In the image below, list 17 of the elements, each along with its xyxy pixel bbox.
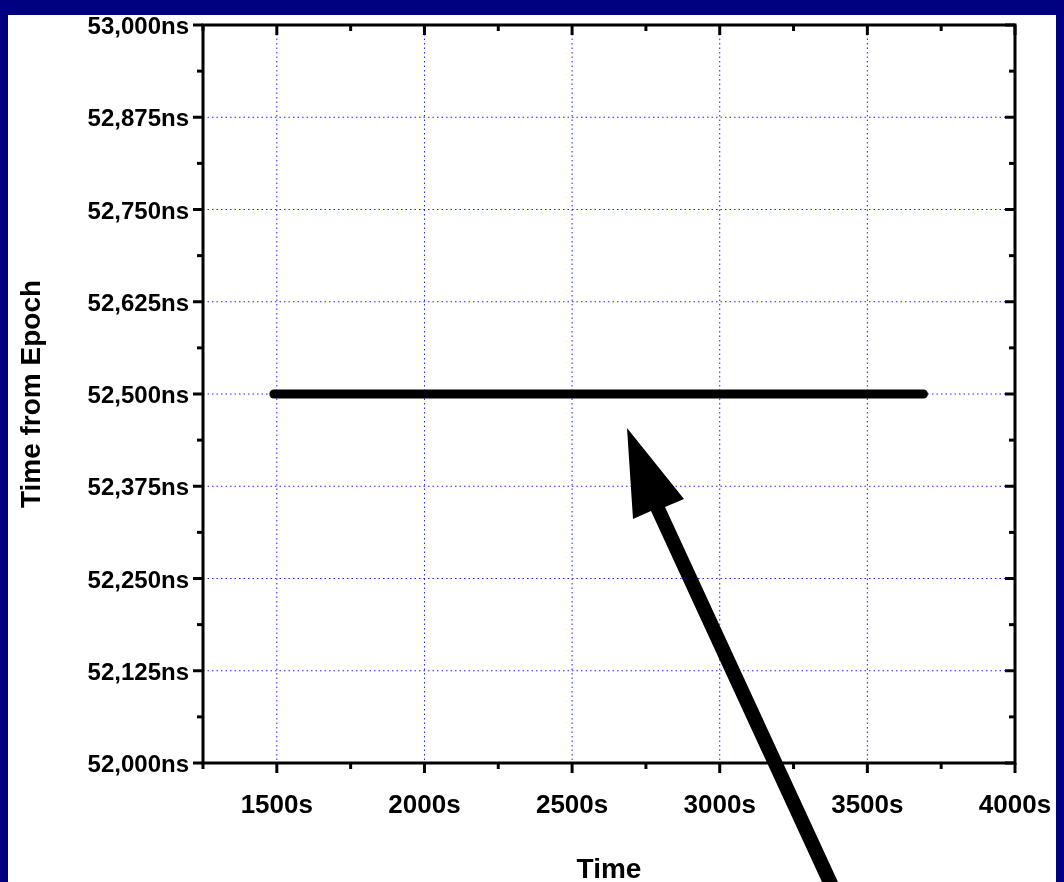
y-tick-label: 52,500ns	[87, 381, 189, 408]
x-tick-label: 4000s	[978, 789, 1052, 819]
y-tick-label: 52,250ns	[87, 565, 189, 593]
y-tick-label: 52,125ns	[87, 657, 189, 685]
y-tick-label: 52,750ns	[87, 196, 189, 224]
x-tick-label: 2000s	[388, 789, 461, 819]
x-tick-label: 1500s	[240, 789, 313, 819]
y-tick-label: 52,000ns	[87, 750, 189, 777]
y-tick-label: 53,000ns	[87, 12, 189, 39]
x-axis-title: Time	[576, 853, 642, 882]
x-tick-label: 3500s	[831, 789, 904, 819]
y-tick-label: 52,375ns	[87, 473, 189, 501]
x-tick-label: 2500s	[535, 789, 609, 819]
y-tick-label: 52,875ns	[87, 104, 189, 132]
x-tick-label: 3000s	[683, 789, 756, 819]
y-axis-title: Time from Epoch	[15, 279, 46, 509]
y-tick-label: 52,625ns	[87, 288, 189, 316]
